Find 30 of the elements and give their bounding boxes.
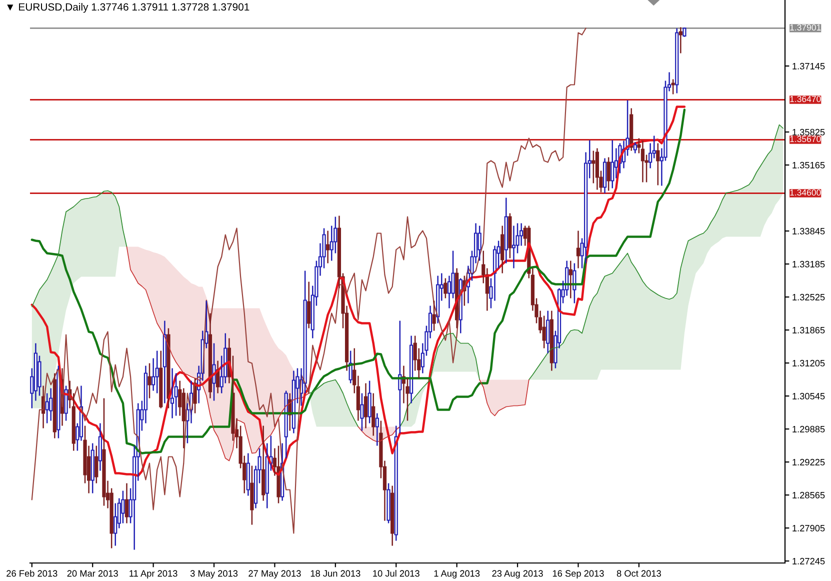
y-tick-label: 1.30545 [792,392,825,400]
y-tick-label: 1.33185 [792,260,825,268]
y-tick-label: 1.37145 [792,62,825,70]
x-tick-label: 1 Aug 2013 [434,570,480,578]
x-tick-label: 8 Oct 2013 [616,570,661,577]
y-tick-label: 1.27905 [792,524,825,532]
y-tick-label: 1.31865 [792,326,825,334]
x-tick-label: 3 May 2013 [190,570,238,578]
x-tick-label: 20 Mar 2013 [67,570,118,577]
x-tick-label: 23 Aug 2013 [492,570,543,578]
ref-line-label: 1.34600 [790,189,821,196]
x-tick-label: 18 Jun 2013 [310,570,360,577]
ref-line-label: 1.35670 [790,136,821,142]
y-tick-label: 1.33845 [792,228,825,234]
y-tick-label: 1.31205 [792,360,825,366]
y-tick-label: 1.28565 [792,492,825,498]
x-tick-label: 26 Feb 2013 [6,570,58,577]
ref-line-label: 1.37901 [790,24,821,31]
y-tick-label: 1.32525 [792,294,825,300]
x-tick-label: 11 Apr 2013 [130,570,178,578]
y-tick-label: 1.35165 [792,162,825,168]
x-tick-label: 16 Sep 2013 [552,570,604,578]
y-tick-label: 1.29225 [792,458,825,466]
ref-line-label: 1.36470 [790,96,821,102]
y-tick-label: 1.29885 [792,426,825,432]
y-tick-label: 1.35825 [792,128,825,136]
x-tick-label: 27 May 2013 [248,570,301,578]
chart-title: ▼ EURUSD,Daily 1.37746 1.37911 1.37728 1.37901 [7,3,250,13]
y-tick-label: 1.27245 [792,558,825,564]
x-tick-label: 10 Jul 2013 [373,570,420,577]
